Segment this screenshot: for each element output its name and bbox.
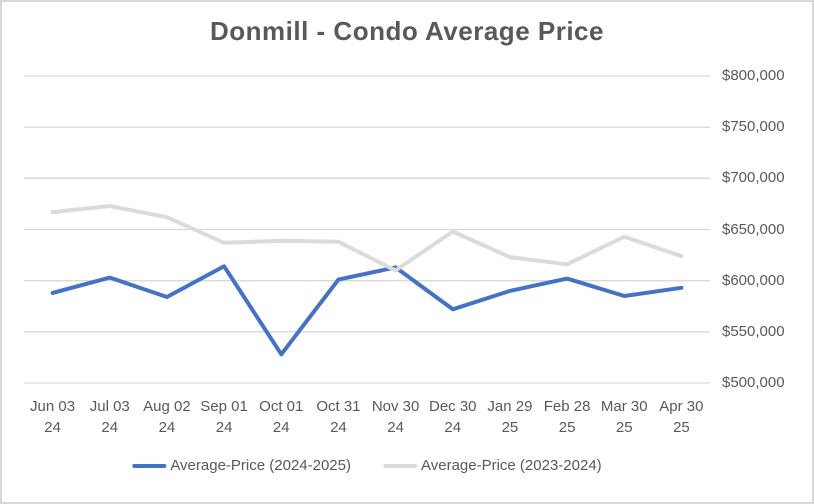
x-tick-date: Oct 31 <box>316 398 361 415</box>
series-line-average-price-2024-2025 <box>50 264 684 357</box>
y-tick-label: $750,000 <box>722 118 785 136</box>
x-tick-year: 25 <box>501 419 519 436</box>
x-tick-label: Nov 30 24 <box>367 396 425 438</box>
x-tick-year: 24 <box>215 419 233 436</box>
x-tick-year: 24 <box>101 419 119 436</box>
y-tick-label: $800,000 <box>722 67 785 84</box>
y-tick-label: $500,000 <box>722 374 785 391</box>
legend-line-swatch <box>383 463 417 468</box>
x-tick-label: Aug 02 24 <box>138 396 196 438</box>
x-tick-date: Jun 03 <box>30 398 76 415</box>
x-tick-year: 24 <box>272 419 290 436</box>
legend-line-swatch <box>132 463 167 468</box>
x-tick-year: 24 <box>158 419 176 436</box>
x-tick-year: 25 <box>673 419 690 436</box>
x-tick-date: Jul 03 <box>89 398 130 415</box>
x-tick-year: 25 <box>615 419 633 436</box>
x-tick-label: Apr 30 25 <box>652 396 710 438</box>
x-tick-date: Apr 30 <box>659 398 704 415</box>
x-tick-date: Dec 30 <box>428 398 477 415</box>
x-tick-date: Mar 30 <box>600 398 648 415</box>
x-tick-date: Oct 01 <box>259 398 304 415</box>
x-tick-date: Jan 29 <box>487 398 533 415</box>
x-tick-date: Feb 28 <box>543 398 591 415</box>
series-line-average-price-2023-2024 <box>50 204 684 273</box>
legend-item: Average-Price (2024-2025) <box>132 457 351 474</box>
legend: Average-Price (2024-2025) Average-Price (… <box>132 457 602 474</box>
x-tick-label: Jul 03 24 <box>81 396 139 438</box>
x-tick-year: 24 <box>330 419 347 436</box>
x-tick-label: Feb 28 25 <box>538 396 596 438</box>
legend-label: Average-Price (2024-2025) <box>170 457 351 474</box>
x-tick-year: 25 <box>558 419 576 436</box>
x-tick-date: Aug 02 <box>143 398 191 415</box>
x-tick-label: Jun 03 24 <box>24 396 82 438</box>
x-tick-label: Jan 29 25 <box>481 396 539 438</box>
legend-item: Average-Price (2023-2024) <box>383 457 602 474</box>
x-tick-label: Sep 01 24 <box>195 396 253 438</box>
y-tick-label: $650,000 <box>722 220 785 238</box>
y-tick-label: $550,000 <box>722 322 785 340</box>
x-tick-label: Dec 30 24 <box>424 396 482 438</box>
y-tick-label: $600,000 <box>722 271 785 289</box>
x-tick-date: Sep 01 <box>200 398 248 415</box>
x-tick-date: Nov 30 <box>371 398 420 415</box>
x-tick-label: Oct 31 24 <box>309 396 367 438</box>
y-tick-label: $700,000 <box>722 169 785 187</box>
x-tick-year: 24 <box>44 419 61 436</box>
chart-title: Donmill - Condo Average Price <box>210 16 604 46</box>
x-tick-label: Mar 30 25 <box>595 396 653 438</box>
x-tick-year: 24 <box>387 419 404 436</box>
x-tick-label: Oct 01 24 <box>252 396 310 438</box>
x-tick-year: 24 <box>444 419 462 436</box>
legend-label: Average-Price (2023-2024) <box>421 457 602 474</box>
